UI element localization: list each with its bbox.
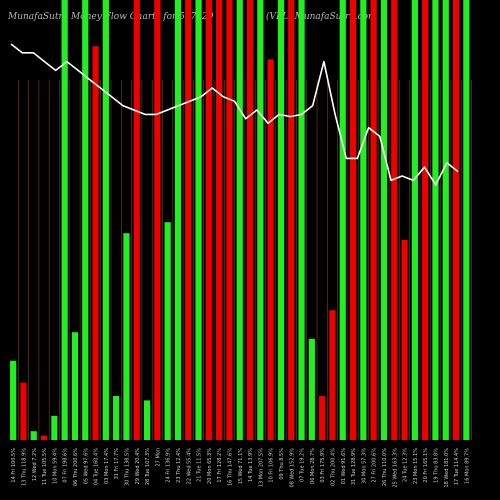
x-tick-label: 12 Wed 7.2% [32,448,38,481]
x-tick-label: 20 Mon 65.3% [207,448,213,484]
x-tick-label: 10 Mon 59.4% [52,448,58,484]
money-flow-bar [298,0,305,440]
money-flow-bar [329,310,336,440]
money-flow-bar [226,0,233,440]
x-tick-label: 23 Mon 15.1% [413,448,419,484]
money-flow-bar [349,0,357,440]
money-flow-bar [154,0,161,440]
x-tick-label: 23 Thu 12.4% [176,448,182,483]
money-flow-bar [267,59,274,441]
x-tick-label: 14 Tue 13.9% [248,448,254,482]
x-tick-label: 16 Mon 89.7% [464,448,470,484]
money-flow-bar [174,0,182,440]
x-tick-label: 31 Tue 128.9% [351,448,357,485]
money-flow-bar [164,222,171,440]
money-flow-bar [195,0,202,440]
money-flow-bar [236,0,243,440]
x-tick-label: 08 Wed 152.9% [289,448,295,488]
chart-title: MunafaSutra Money Flow Charts for 537820 [8,12,214,22]
money-flow-bar [216,0,223,440]
x-tick-label: 18 Wed 181.0% [444,448,450,488]
x-tick-label: 30 Mon 57.3% [361,448,367,484]
money-flow-bar [51,415,58,440]
x-tick-label: 04 Tue 160.4% [94,448,100,485]
money-flow-bar [71,332,79,440]
money-flow-bar [185,0,192,440]
x-tick-label: 28 Tue 107.3% [145,448,151,485]
money-flow-bar [205,0,212,440]
money-flow-bar [30,431,37,440]
money-flow-bar [360,0,367,440]
money-flow-bar [370,0,377,440]
x-tick-label: 16 Thu 147.6% [227,448,233,486]
x-tick-label: 01 Wed 91.6% [341,448,347,485]
money-flow-bar [452,0,460,440]
x-tick-label: 19 Thu 83.8% [433,448,439,483]
x-tick-label: 20 Fri 165.1% [423,448,429,483]
money-flow-bar [339,0,346,440]
money-flow-bar [391,0,398,440]
money-flow-bar [10,360,17,440]
x-tick-label: 21 Tue 11.5% [197,448,203,482]
money-flow-bar [422,0,429,440]
x-tick-label: 24 Fri 136.9% [166,448,172,483]
x-tick-label: 25 Wed 163.3% [392,448,398,488]
money-flow-bar [82,0,89,440]
money-flow-bar [442,0,449,440]
x-tick-label: 06 Thu 200.6% [73,448,79,486]
x-tick-label: 17 Tue 114.4% [454,448,460,485]
x-tick-label: 15 Wed 71.1% [238,448,244,485]
money-flow-bar [288,0,295,440]
x-tick-label: 09 Thu 8.5% [279,448,285,480]
x-tick-label: 27 Fri 200.6% [372,448,378,483]
money-flow-bar [61,0,68,440]
price-line [10,43,459,186]
money-flow-bar [257,0,264,440]
x-tick-label: 27 Mon [155,448,161,467]
price-line-group [10,43,459,186]
money-flow-bar [113,396,120,440]
money-flow-bar [40,435,48,440]
money-flow-bar [92,46,99,440]
x-tick-label: 17 Fri 128.2% [217,448,223,483]
x-tick-label: 13 Thu 118.9% [21,448,27,486]
money-flow-bar [277,0,285,440]
x-tick-label: 24 Tue 12.3% [403,448,409,482]
x-tick-label: 03 Fri 175.9% [320,448,326,483]
x-tick-label: 06 Mon 28.7% [310,448,316,484]
money-flow-bar [463,0,470,440]
chart-subtitle: (VFL) MunafaSutra.com [266,12,377,22]
x-tick-label: 26 Thu 110.0% [382,448,388,486]
x-tick-label: 29 Wed 20.4% [135,448,141,485]
money-flow-bar [20,382,27,440]
money-flow-bar [401,239,408,440]
money-flow-bar [308,338,315,440]
column-dividers [17,80,472,440]
x-tick-label: 07 Fri 198.6% [63,448,69,483]
x-tick-label: 05 Wed 97.6% [83,448,89,485]
x-tick-label: 22 Wed 55.4% [186,448,192,485]
money-flow-bar [143,400,151,440]
money-flow-bar [102,0,109,440]
x-tick-label: 03 Mon 17.4% [104,448,110,484]
x-tick-label: 07 Tue 19.2% [300,448,306,482]
x-tick-label: 10 Fri 106.9% [269,448,275,483]
money-flow-bar [380,0,388,440]
money-flow-bar [246,0,254,440]
x-tick-label: 13 Mon 207.5% [258,448,264,487]
x-tick-label: 11 Tue 105.5% [42,448,48,485]
x-tick-label: 02 Thu 200.4% [330,448,336,486]
money-flow-bars [10,0,470,441]
money-flow-bar [319,396,326,440]
x-tick-label: 31 Fri 17.7% [114,448,120,480]
money-flow-bar [133,0,140,440]
money-flow-bar [432,0,439,440]
money-flow-bar [411,0,418,440]
x-tick-label: 14 Fri 100.5% [11,448,17,483]
x-axis-tick-labels: 14 Fri 100.5% 13 Thu 118.9% 12 Wed 7.2% 11 … [11,448,470,488]
x-tick-label: 30 Thu 138.5% [124,448,130,486]
money-flow-bar [123,233,130,440]
